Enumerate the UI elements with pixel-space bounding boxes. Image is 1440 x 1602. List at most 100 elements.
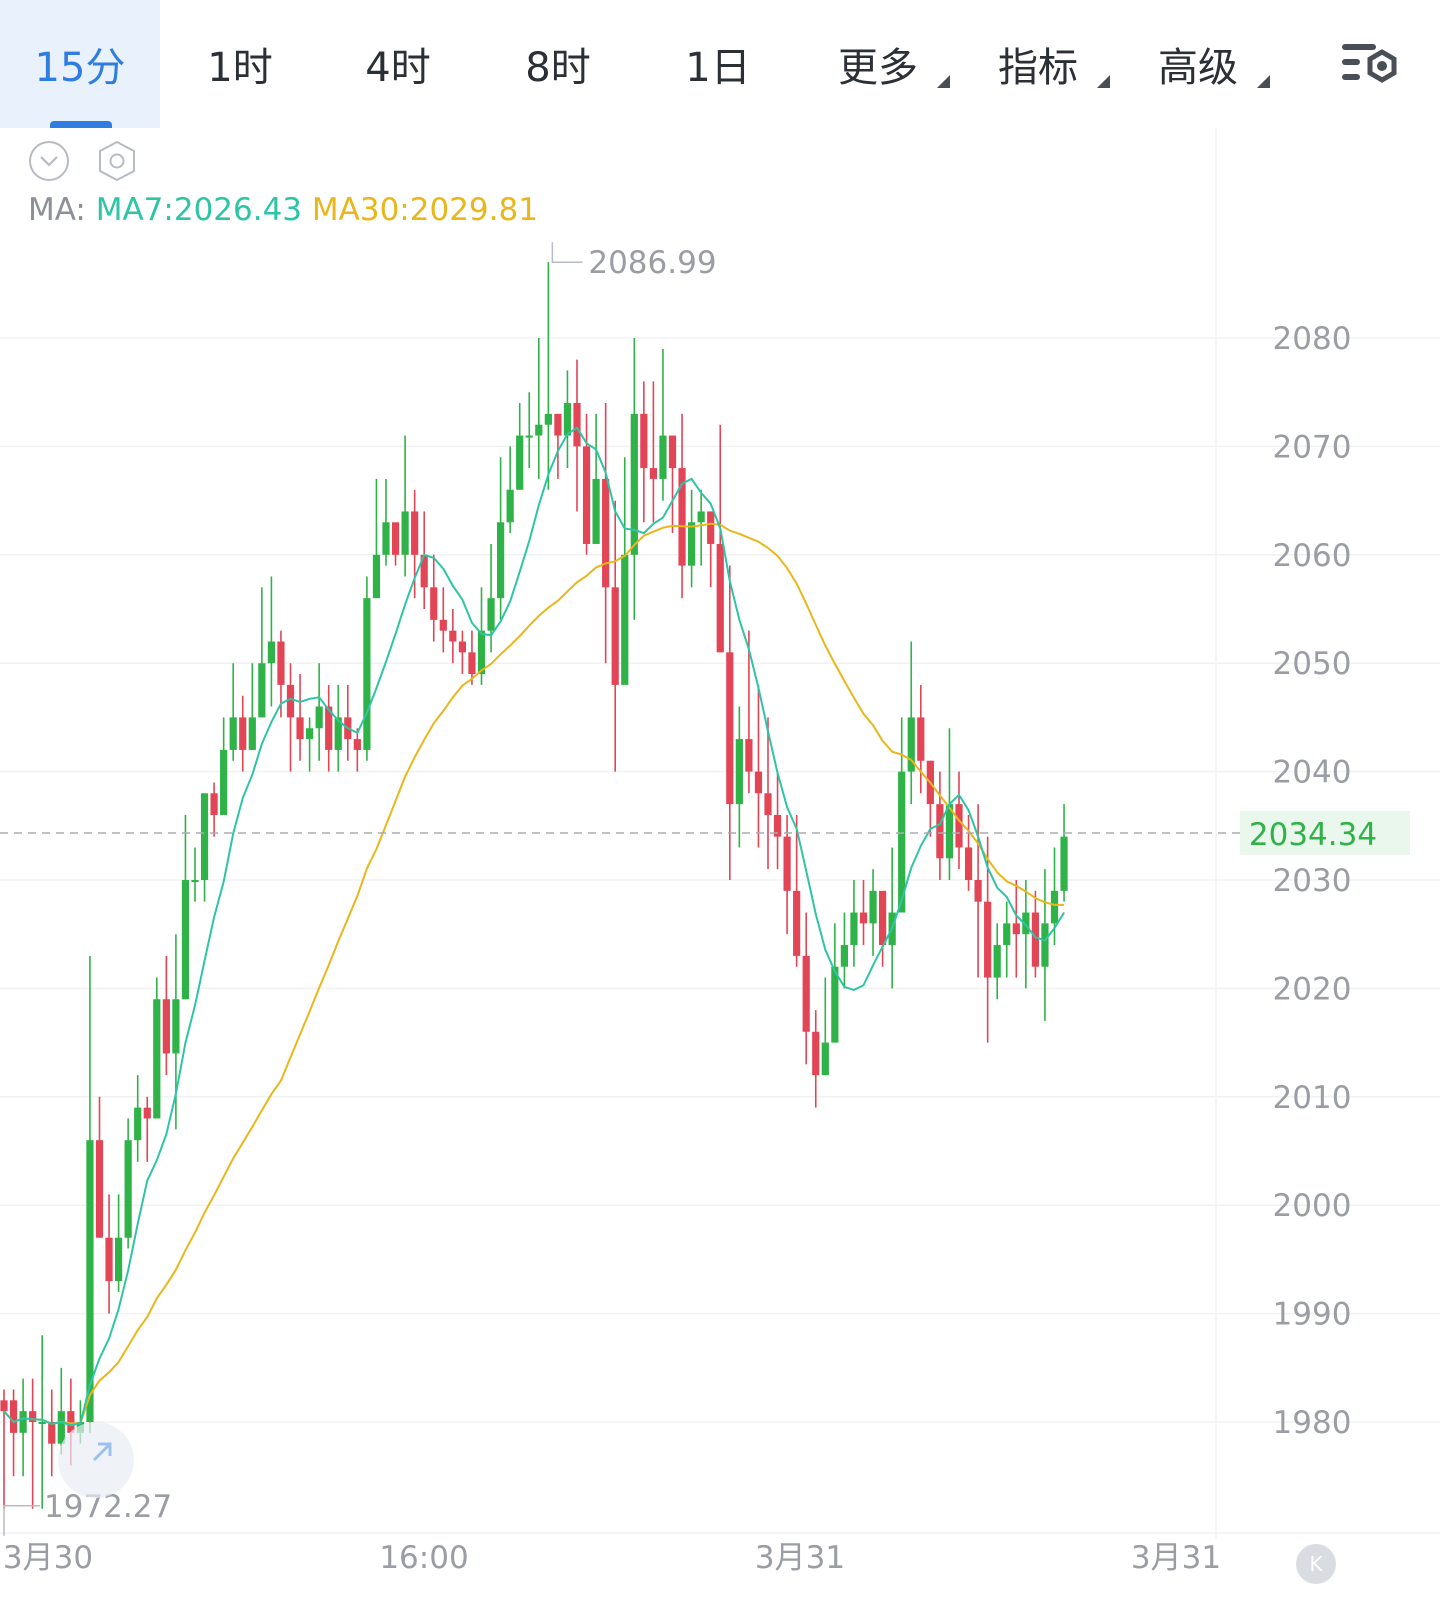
chart-settings-icon[interactable] xyxy=(1342,38,1400,92)
candle-body xyxy=(162,999,170,1054)
candle-body xyxy=(707,511,715,544)
candle-body xyxy=(449,630,457,642)
chevron-down-icon[interactable] xyxy=(28,140,70,182)
tab-label: 15分 xyxy=(34,45,126,91)
x-tick-label: 3月31 xyxy=(1131,1540,1221,1576)
candle-body xyxy=(1041,923,1049,967)
tab-5[interactable]: 更多 xyxy=(798,0,958,128)
candle-body xyxy=(220,749,228,815)
candle-body xyxy=(764,793,772,815)
candle-body xyxy=(678,468,686,566)
candle-body xyxy=(153,999,161,1119)
candle-body xyxy=(974,880,982,902)
candle-body xyxy=(497,522,505,599)
candle-body xyxy=(325,706,333,750)
candle-body xyxy=(1022,912,1030,935)
candle-body xyxy=(487,598,495,631)
tab-6[interactable]: 指标 xyxy=(958,0,1118,128)
candle-body xyxy=(506,489,514,523)
dropdown-triangle-icon xyxy=(1257,75,1270,88)
candle-body xyxy=(850,912,858,946)
y-tick-label: 2060 xyxy=(1273,538,1352,574)
k-badge-icon[interactable]: K xyxy=(1296,1544,1336,1584)
candle-body xyxy=(649,468,657,479)
candle-body xyxy=(917,717,925,761)
dropdown-triangle-icon xyxy=(937,75,950,88)
candle-body xyxy=(458,641,466,653)
expand-arrow-icon xyxy=(92,1442,112,1462)
x-tick-label: 3月31 xyxy=(755,1540,845,1576)
tab-label: 更多 xyxy=(838,45,918,91)
y-tick-label: 2080 xyxy=(1273,321,1352,357)
candle-body xyxy=(48,1422,56,1444)
candle-body xyxy=(859,912,868,924)
x-tick-label: 16:00 xyxy=(379,1540,468,1576)
candle-body xyxy=(831,966,839,1043)
candle-body xyxy=(592,478,600,544)
tab-2[interactable]: 4时 xyxy=(318,0,478,128)
candle-body xyxy=(19,1411,27,1433)
candle-body xyxy=(191,880,199,882)
candlestick-chart[interactable]: 2080 2070 2060 2050 2040 2030 2020 2010 2000 1990… xyxy=(0,128,1440,1602)
candle-body xyxy=(210,793,218,815)
candle-body xyxy=(286,684,295,718)
candle-body xyxy=(793,890,801,956)
last-price-label: 2034.34 xyxy=(1249,817,1377,853)
candle-body xyxy=(621,554,629,685)
candle-body xyxy=(353,739,361,750)
tab-0[interactable]: 15分 xyxy=(0,0,160,128)
y-tick-label: 2010 xyxy=(1273,1080,1352,1116)
candle-body xyxy=(602,478,610,588)
candle-body xyxy=(401,511,409,555)
tab-4[interactable]: 1日 xyxy=(638,0,798,128)
candle-body xyxy=(668,435,677,469)
candle-body xyxy=(430,587,438,620)
tab-label: 指标 xyxy=(998,45,1078,91)
candle-body xyxy=(143,1107,151,1119)
ma7-line xyxy=(3,426,1065,1427)
tab-label: 1日 xyxy=(685,45,751,91)
x-tick-label: 3月30 xyxy=(3,1540,93,1576)
candle-body xyxy=(391,522,400,555)
candle-body xyxy=(38,1422,46,1424)
candle-body xyxy=(115,1237,123,1282)
candle-body xyxy=(955,804,963,848)
candle-body xyxy=(267,641,275,664)
candle-body xyxy=(869,890,877,924)
candle-body xyxy=(86,1140,94,1422)
candle-body xyxy=(296,717,304,740)
candle-body xyxy=(573,403,581,447)
candle-body xyxy=(105,1237,113,1282)
candle-body xyxy=(840,945,848,967)
last-price-badge xyxy=(1240,810,1410,855)
candle-body xyxy=(439,619,447,631)
candle-body xyxy=(95,1140,104,1238)
tab-label: 1时 xyxy=(207,45,273,91)
candle-body xyxy=(363,598,371,750)
y-tick-label: 2050 xyxy=(1273,646,1352,682)
candle-body xyxy=(783,836,791,891)
y-tick-label: 2070 xyxy=(1273,429,1352,465)
high-marker-line xyxy=(551,242,583,263)
tab-1[interactable]: 1时 xyxy=(160,0,320,128)
hexagon-gear-icon[interactable] xyxy=(96,140,138,182)
expand-arrow-button[interactable] xyxy=(58,1422,134,1498)
tab-7[interactable]: 高级 xyxy=(1118,0,1278,128)
candle-body xyxy=(611,587,619,685)
candle-body xyxy=(879,890,887,946)
candle-body xyxy=(582,446,591,544)
candle-body xyxy=(67,1411,75,1433)
dropdown-triangle-icon xyxy=(1097,75,1110,88)
candle-body xyxy=(516,435,524,490)
tab-label: 8时 xyxy=(525,45,591,91)
candle-body xyxy=(821,1042,829,1076)
tab-3[interactable]: 8时 xyxy=(478,0,638,128)
candle-body xyxy=(248,717,256,750)
candle-body xyxy=(134,1107,142,1141)
candle-body xyxy=(726,652,734,805)
candle-body xyxy=(372,554,381,599)
y-tick-label: 2000 xyxy=(1273,1188,1352,1224)
candle-body xyxy=(554,413,562,436)
candle-body xyxy=(688,522,696,566)
candle-body xyxy=(124,1140,132,1238)
